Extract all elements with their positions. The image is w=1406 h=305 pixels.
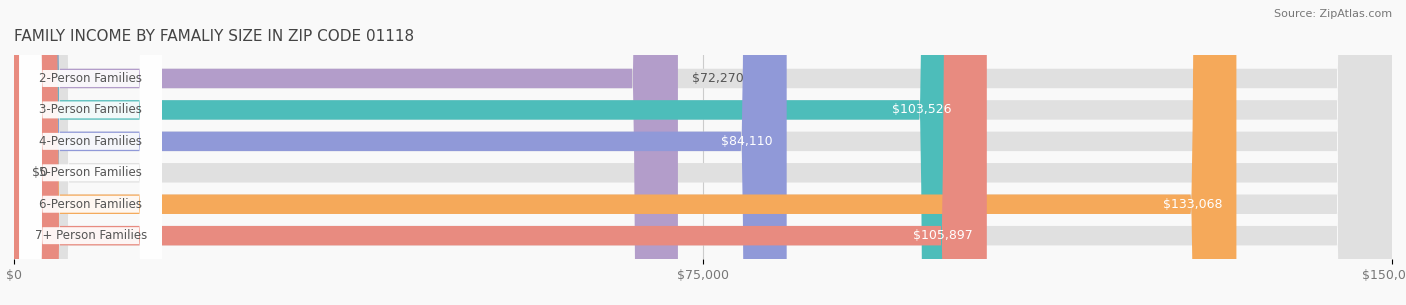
- FancyBboxPatch shape: [20, 0, 162, 305]
- FancyBboxPatch shape: [14, 0, 1236, 305]
- FancyBboxPatch shape: [20, 0, 162, 305]
- FancyBboxPatch shape: [14, 0, 1392, 305]
- FancyBboxPatch shape: [14, 0, 1392, 305]
- FancyBboxPatch shape: [14, 0, 787, 305]
- Text: 4-Person Families: 4-Person Families: [39, 135, 142, 148]
- Text: 7+ Person Families: 7+ Person Families: [35, 229, 146, 242]
- Text: 2-Person Families: 2-Person Families: [39, 72, 142, 85]
- Text: $72,270: $72,270: [692, 72, 744, 85]
- Text: $84,110: $84,110: [721, 135, 773, 148]
- FancyBboxPatch shape: [20, 0, 162, 305]
- FancyBboxPatch shape: [14, 0, 678, 305]
- Text: $103,526: $103,526: [891, 103, 952, 117]
- FancyBboxPatch shape: [20, 0, 162, 305]
- FancyBboxPatch shape: [14, 0, 1392, 305]
- Text: Source: ZipAtlas.com: Source: ZipAtlas.com: [1274, 9, 1392, 19]
- Text: $105,897: $105,897: [914, 229, 973, 242]
- FancyBboxPatch shape: [14, 0, 965, 305]
- FancyBboxPatch shape: [14, 0, 987, 305]
- Text: $133,068: $133,068: [1163, 198, 1223, 211]
- Text: $0: $0: [32, 166, 48, 179]
- Text: 6-Person Families: 6-Person Families: [39, 198, 142, 211]
- FancyBboxPatch shape: [14, 0, 1392, 305]
- FancyBboxPatch shape: [20, 0, 162, 305]
- Text: 3-Person Families: 3-Person Families: [39, 103, 142, 117]
- FancyBboxPatch shape: [20, 0, 162, 305]
- Text: 5-Person Families: 5-Person Families: [39, 166, 142, 179]
- FancyBboxPatch shape: [14, 0, 1392, 305]
- FancyBboxPatch shape: [14, 0, 1392, 305]
- Text: FAMILY INCOME BY FAMALIY SIZE IN ZIP CODE 01118: FAMILY INCOME BY FAMALIY SIZE IN ZIP COD…: [14, 29, 415, 44]
